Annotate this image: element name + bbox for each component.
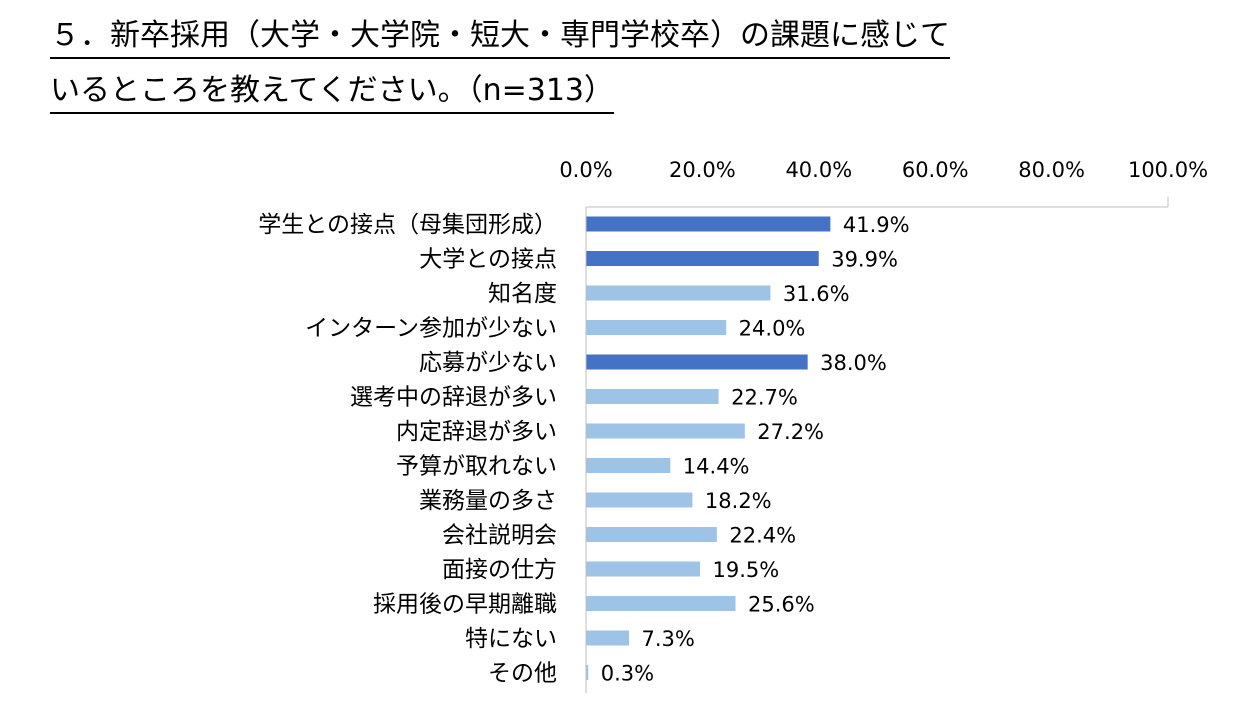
bar <box>586 527 717 542</box>
bar <box>586 320 727 335</box>
x-tick-label: 80.0% <box>1018 158 1085 182</box>
chart-title-line-1: ５．新卒採用（大学・大学院・短大・専門学校卒）の課題に感じて <box>50 17 950 59</box>
category-label: 学生との接点（母集団形成） <box>258 212 557 238</box>
value-label: 0.3% <box>601 662 654 686</box>
value-label: 14.4% <box>683 455 750 479</box>
category-label: インターン参加が少ない <box>305 316 557 342</box>
value-label: 25.6% <box>748 593 815 617</box>
category-label: 採用後の早期離職 <box>373 592 557 618</box>
value-label: 19.5% <box>712 558 779 582</box>
bar <box>586 665 589 680</box>
x-tick-label: 60.0% <box>902 158 969 182</box>
bar <box>586 354 808 370</box>
category-label: 予算が取れない <box>396 454 557 480</box>
category-label: その他 <box>488 661 557 687</box>
value-label: 39.9% <box>831 248 898 272</box>
value-label: 27.2% <box>757 420 824 444</box>
category-label: 特にない <box>465 626 557 652</box>
category-label: 会社説明会 <box>442 523 557 549</box>
value-label: 41.9% <box>843 213 910 237</box>
category-label: 知名度 <box>488 281 557 307</box>
value-label: 24.0% <box>739 317 806 341</box>
value-label: 31.6% <box>783 282 850 306</box>
bar <box>586 389 719 404</box>
bar <box>586 458 671 473</box>
bar <box>586 561 700 577</box>
bar <box>586 285 771 301</box>
value-label: 22.4% <box>729 524 796 548</box>
bar <box>586 492 693 508</box>
category-label: 選考中の辞退が多い <box>350 385 557 411</box>
x-tick-label: 100.0% <box>1128 158 1208 182</box>
bar <box>586 596 736 611</box>
x-tick-label: 20.0% <box>669 158 736 182</box>
category-label: 応募が少ない <box>419 350 557 376</box>
value-label: 38.0% <box>820 351 887 375</box>
bar <box>586 630 629 646</box>
value-label: 18.2% <box>705 489 772 513</box>
category-label: 業務量の多さ <box>419 488 557 514</box>
value-label: 7.3% <box>641 627 694 651</box>
category-label: 大学との接点 <box>419 247 557 273</box>
chart-title-line-2: いるところを教えてください。（n=313） <box>50 72 615 114</box>
category-label: 内定辞退が多い <box>396 419 557 445</box>
bar <box>586 216 831 232</box>
value-label: 22.7% <box>731 386 798 410</box>
bar <box>586 423 745 439</box>
category-label: 面接の仕方 <box>442 557 557 583</box>
x-tick-label: 40.0% <box>785 158 852 182</box>
bar <box>586 251 819 266</box>
x-tick-label: 0.0% <box>559 158 612 182</box>
